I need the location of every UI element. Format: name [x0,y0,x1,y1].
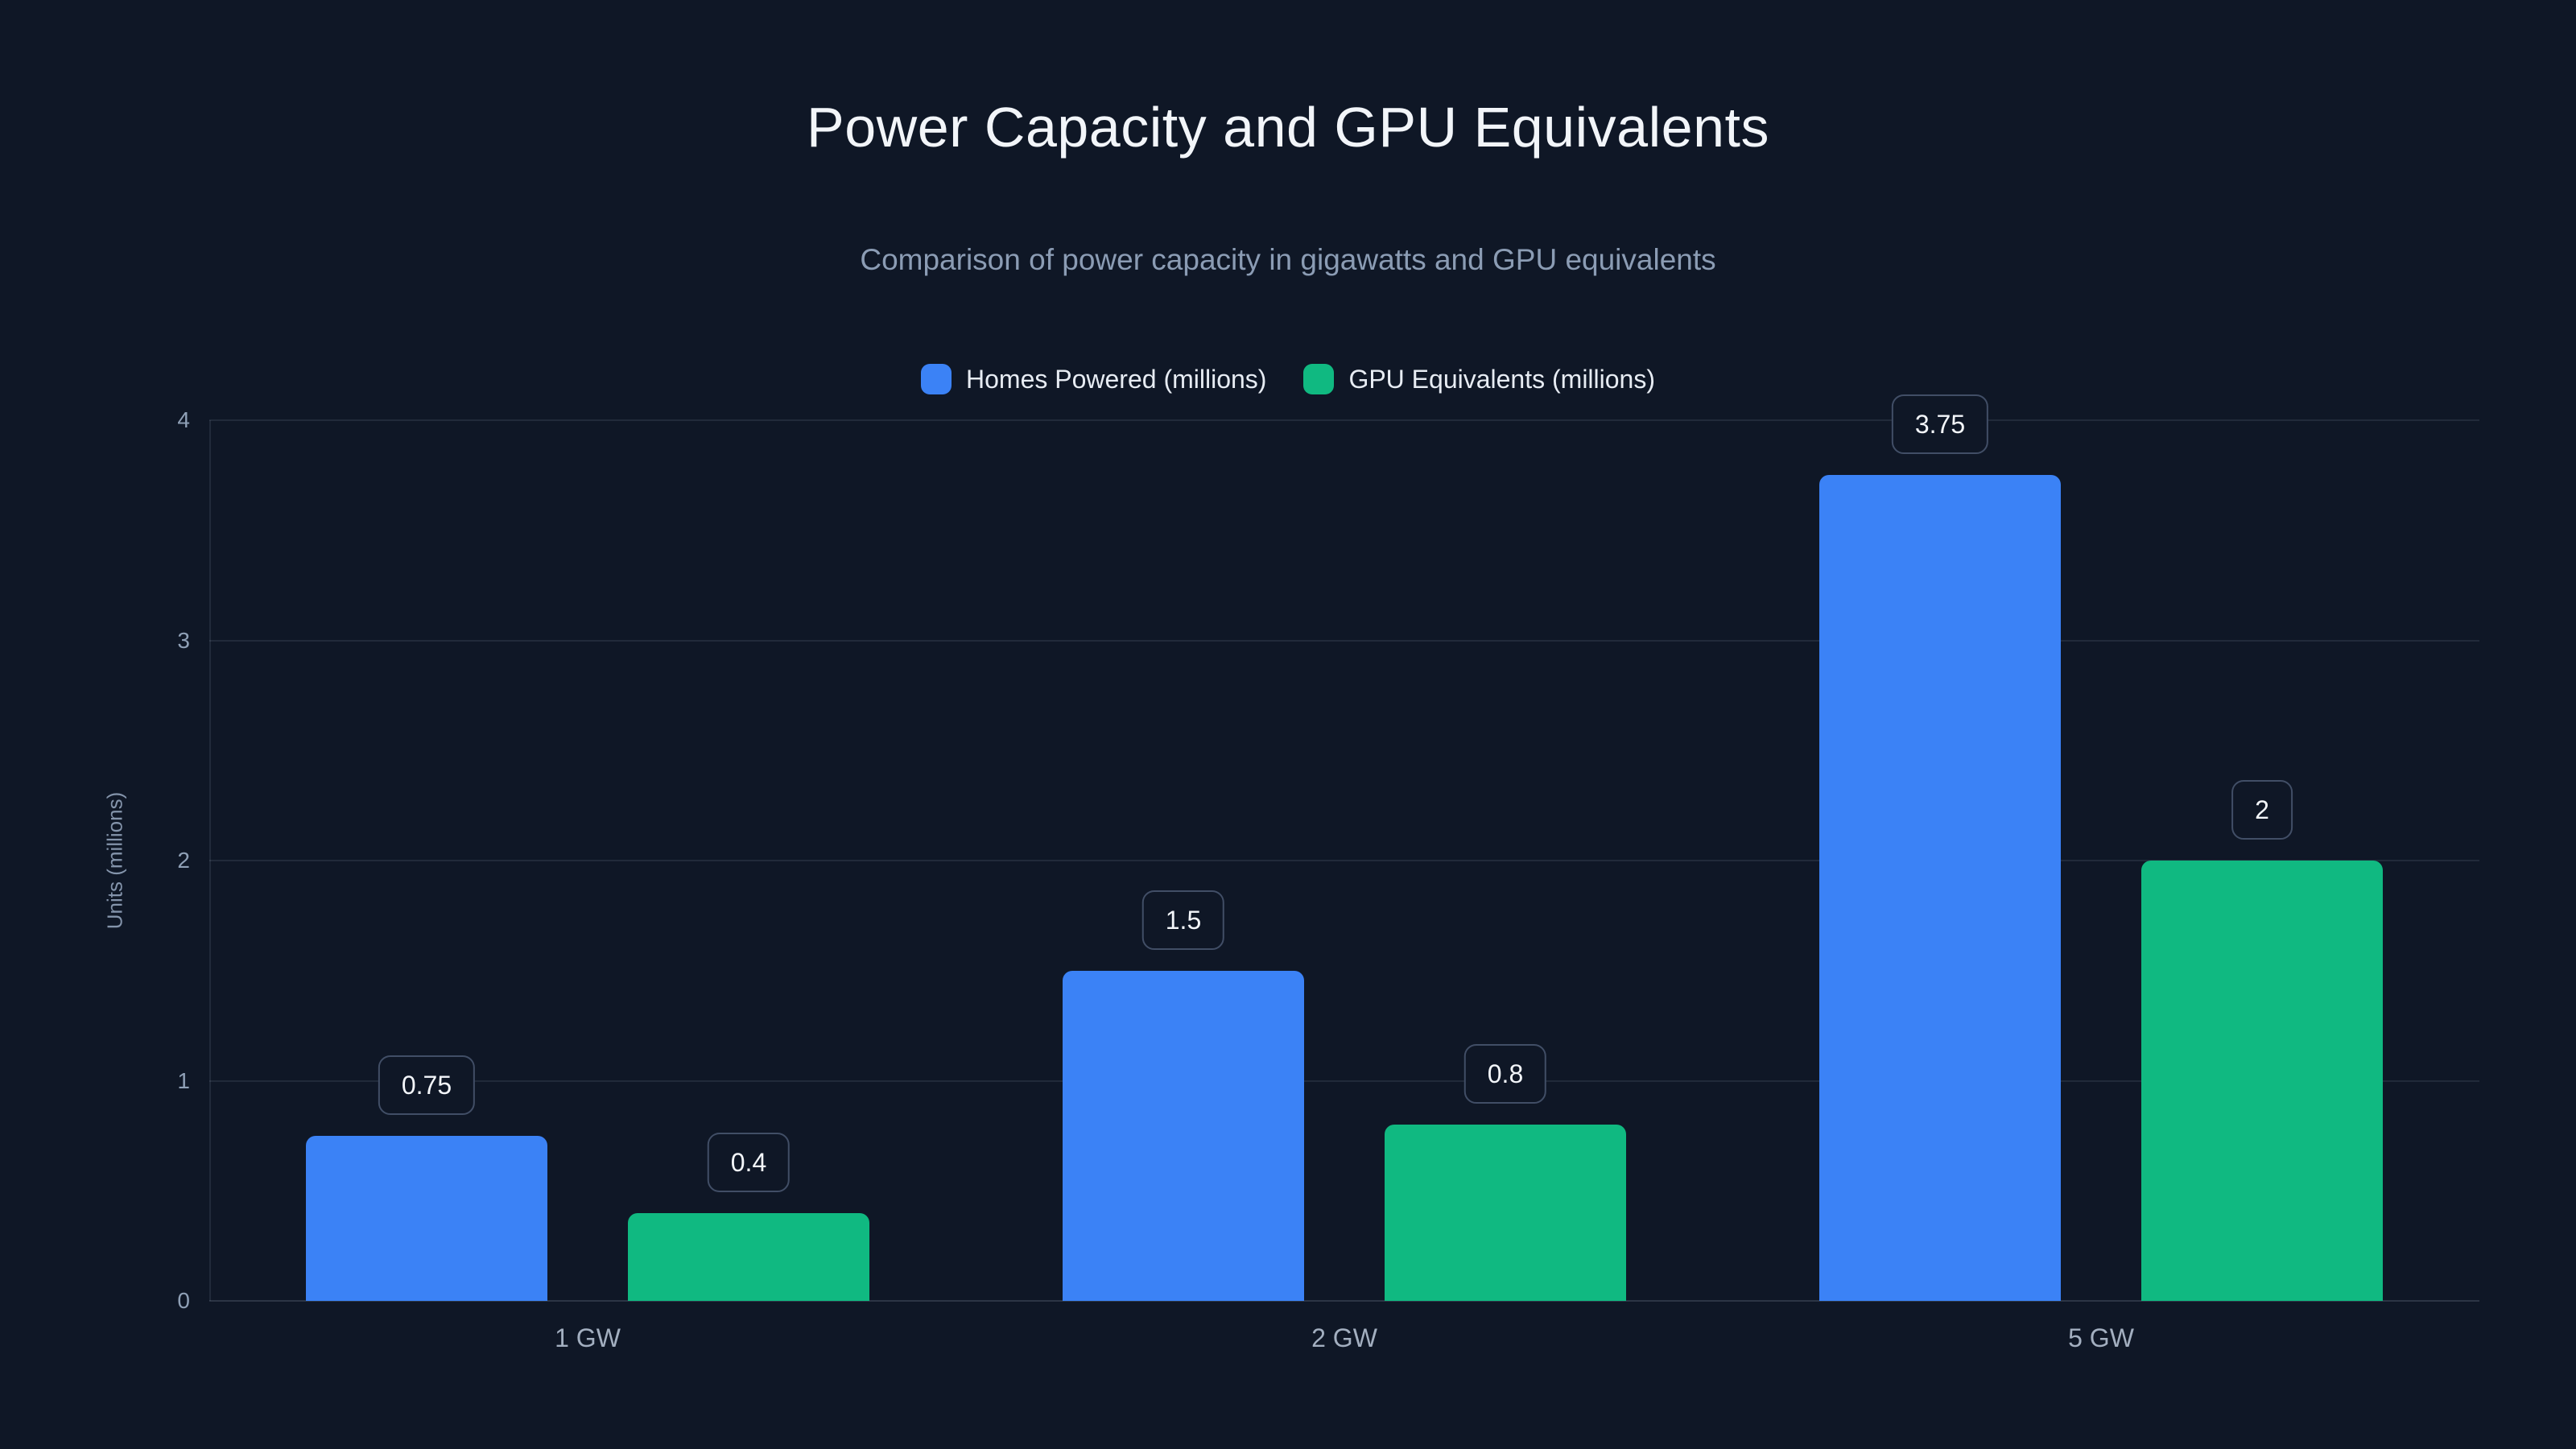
value-label-badge: 0.75 [378,1055,476,1115]
value-label-badge: 0.8 [1463,1044,1547,1104]
y-tick-label: 1 [177,1067,190,1093]
bar-series0-5-gw[interactable] [1819,475,2061,1301]
gridline [209,860,2479,861]
y-axis-line [209,420,211,1301]
x-tick-label-5-gw: 5 GW [2068,1323,2134,1352]
bar-series1-2-gw[interactable] [1385,1125,1626,1301]
x-tick-label-1-gw: 1 GW [555,1323,621,1352]
value-label-badge: 3.75 [1891,394,1989,455]
legend: Homes Powered (millions) GPU Equivalents … [0,364,2576,394]
y-tick-label: 3 [177,627,190,653]
value-label-badge: 2 [2231,780,2293,840]
value-label-badge: 0.4 [707,1132,791,1192]
gridline [209,639,2479,642]
legend-label: Homes Powered (millions) [966,364,1267,394]
bar-series1-1-gw[interactable] [628,1212,869,1301]
y-tick-label: 0 [177,1288,190,1313]
x-axis-line [209,1300,2479,1302]
plot-area: 0.75 0.4 1.5 0.8 3.75 2 [209,394,2479,1302]
chart-title: Power Capacity and GPU Equivalents [807,96,1769,159]
bar-series0-2-gw[interactable] [1063,970,1304,1301]
bar-series0-1-gw[interactable] [306,1135,547,1301]
y-tick-label: 4 [177,407,190,432]
legend-swatch-icon [921,364,952,394]
legend-swatch-icon [1303,364,1335,394]
value-label-badge: 1.5 [1141,890,1225,950]
legend-label: GPU Equivalents (millions) [1348,364,1655,394]
legend-item-0[interactable]: Homes Powered (millions) [921,364,1266,394]
bar-series1-5-gw[interactable] [2141,861,2383,1301]
y-tick-label: 2 [177,848,190,873]
gridline [209,419,2479,421]
chart-subtitle: Comparison of power capacity in gigawatt… [860,243,1716,276]
gridline [209,1080,2479,1082]
legend-item-1[interactable]: GPU Equivalents (millions) [1303,364,1655,394]
x-tick-label-2-gw: 2 GW [1311,1323,1377,1352]
